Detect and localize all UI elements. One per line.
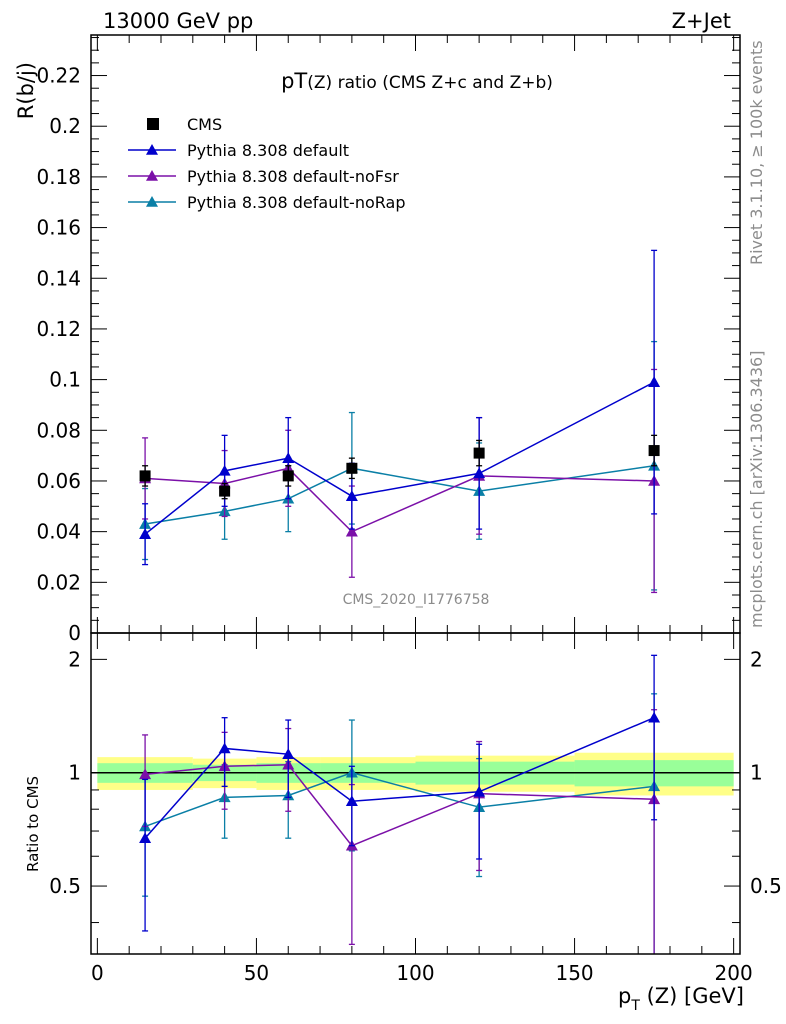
upper-data-point <box>139 470 151 482</box>
upper-default-point <box>648 376 661 387</box>
y-tick-label: 0.06 <box>36 469 81 493</box>
y-tick-label: 0.02 <box>36 570 81 594</box>
ratio-y-tick-label-right: 0.5 <box>750 874 782 898</box>
ratio-default-point <box>648 711 661 723</box>
upper-data-point <box>346 462 358 474</box>
legend-marker-default <box>146 144 158 155</box>
y-tick-label: 0.12 <box>36 317 81 341</box>
x-tick-label: 50 <box>244 961 269 985</box>
y-tick-label: 0.16 <box>36 216 81 240</box>
upper-y-axis-label: R(b/j) <box>14 62 38 119</box>
header-right: Z+Jet <box>672 9 731 33</box>
x-tick-label: 200 <box>715 961 753 985</box>
upper-data-point <box>282 470 294 482</box>
ratio-y-tick-label-right: 1 <box>750 761 763 785</box>
ratio-default-point <box>473 785 486 797</box>
upper-data-point <box>648 445 660 457</box>
upper-data-point <box>473 447 485 459</box>
analysis-watermark: CMS_2020_I1776758 <box>343 592 490 608</box>
x-axis-label: pT (Z) [GeV] <box>618 984 744 1014</box>
ratio-default-point <box>345 795 358 807</box>
y-tick-label: 0.1 <box>49 368 81 392</box>
upper-default-point <box>218 464 231 476</box>
ratio-default-point <box>218 742 231 754</box>
mcplots-label: mcplots.cern.ch [arXiv:1306.3436] <box>747 351 766 628</box>
ratio-y-tick-label: 0.5 <box>49 874 81 898</box>
legend-marker-noFsr <box>146 170 158 181</box>
ratio-default-point <box>139 832 152 843</box>
upper-noRap-line <box>144 465 655 525</box>
rivet-version-label: Rivet 3.1.10, ≥ 100k events <box>747 40 766 265</box>
x-tick-label: 100 <box>396 961 434 985</box>
upper-chart-title: pT(Z) ratio (CMS Z+c and Z+b) <box>281 69 553 93</box>
ratio-default-point <box>282 748 295 759</box>
legend-marker-noRap <box>146 196 158 207</box>
upper-noFsr-point <box>345 525 358 537</box>
upper-default-point <box>282 452 295 463</box>
header-left: 13000 GeV pp <box>103 9 253 33</box>
ratio-noFsr-line <box>145 763 655 847</box>
legend-marker-data <box>147 118 159 130</box>
x-tick-label: 0 <box>91 961 104 985</box>
y-tick-label: 0.22 <box>36 64 81 88</box>
ratio-y-tick-label-right: 2 <box>750 647 763 671</box>
ratio-noFsr-point <box>139 768 152 780</box>
ratio-panel: 0 50 100 150 200 0.5 0.5 1 1 2 2 Ratio to CMS pT (… <box>24 632 782 1014</box>
upper-default-line <box>144 381 655 535</box>
y-tick-label: 0.04 <box>36 520 81 544</box>
y-tick-label: 0.08 <box>36 418 81 442</box>
legend: CMS Pythia 8.308 default Pythia 8.308 defa… <box>128 115 405 212</box>
legend-label-data: CMS <box>187 115 222 134</box>
ratio-y-tick-label: 1 <box>68 761 81 785</box>
legend-label-default: Pythia 8.308 default <box>187 141 349 160</box>
x-tick-label: 150 <box>555 961 593 985</box>
ratio-default-line <box>144 717 655 839</box>
upper-data-point <box>219 485 231 497</box>
ratio-y-tick-label: 2 <box>68 647 81 671</box>
legend-label-noRap: Pythia 8.308 default-noRap <box>187 193 405 212</box>
upper-noFsr-line <box>145 467 655 533</box>
y-tick-label: 0.18 <box>36 165 81 189</box>
y-tick-label: 0.2 <box>49 114 81 138</box>
upper-panel: 0 0.02 0.04 0.06 0.08 0.1 0.12 0.14 0.16 0.18 0.2 0… <box>14 34 741 645</box>
upper-default-point <box>139 528 152 539</box>
ratio-noRap-line <box>144 771 655 828</box>
y-tick-label: 0.14 <box>36 266 81 290</box>
legend-label-noFsr: Pythia 8.308 default-noFsr <box>187 167 399 186</box>
upper-default-point <box>345 490 358 501</box>
upper-default-point <box>473 467 486 479</box>
y-tick-label: 0 <box>68 621 81 645</box>
ratio-y-axis-label: Ratio to CMS <box>24 776 42 872</box>
